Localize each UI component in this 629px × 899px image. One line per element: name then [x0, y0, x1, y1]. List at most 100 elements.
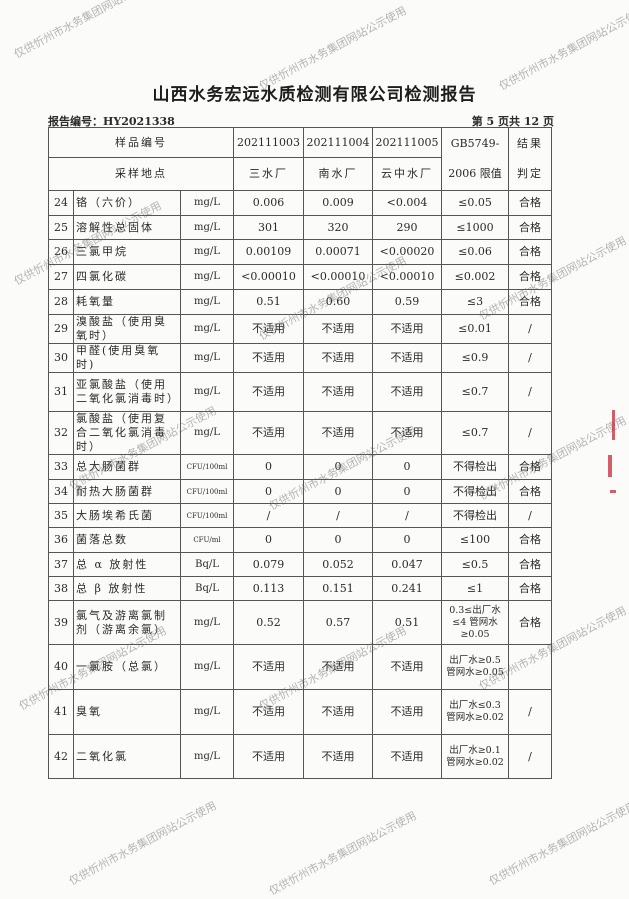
item-number: 25 [48, 215, 74, 240]
site-name: 云中水厂 [372, 157, 442, 191]
result-header-line1: 结果 [517, 137, 543, 150]
item-result: / [508, 734, 552, 779]
item-number: 42 [48, 734, 74, 779]
item-name: 四氯化碳 [73, 264, 181, 290]
item-value: 0 [303, 479, 373, 504]
item-value: 0.00109 [233, 239, 304, 265]
item-limit: ≤0.05 [441, 190, 509, 216]
item-number: 34 [48, 479, 74, 504]
table-row: 25 溶解性总固体 mg/L 301 320 290 ≤1000 合格 [48, 215, 552, 240]
item-name: 耗氧量 [73, 289, 181, 315]
item-value: 不适用 [233, 411, 304, 455]
item-name: 一氯胺（总氯） [73, 644, 181, 690]
item-number: 33 [48, 454, 74, 480]
item-limit: 出厂水≥0.5 管网水≥0.05 [441, 644, 509, 690]
item-limit: 不得检出 [441, 454, 509, 480]
item-value: 0.006 [233, 190, 304, 216]
item-name: 总 β 放射性 [73, 576, 181, 601]
item-value: 0.59 [372, 289, 442, 315]
item-name: 二氧化氯 [73, 734, 181, 779]
item-value: 0 [233, 479, 304, 504]
watermark: 仅供忻州市水务集团网站公示使用 [266, 808, 419, 898]
item-value: 0 [303, 527, 373, 553]
item-result: 合格 [508, 527, 552, 553]
sample-no: 202111003 [233, 127, 304, 158]
limit-header: GB5749- 2006 限值 [441, 127, 509, 191]
item-value: 0.52 [233, 600, 304, 645]
item-number: 39 [48, 600, 74, 645]
watermark: 仅供忻州市水务集团网站公示使用 [11, 0, 164, 61]
table-row: 38 总 β 放射性 Bq/L 0.113 0.151 0.241 ≤1 合格 [48, 576, 552, 601]
item-result: 合格 [508, 552, 552, 577]
item-result: / [508, 411, 552, 455]
item-limit: ≤0.9 [441, 343, 509, 373]
item-value: 0.009 [303, 190, 373, 216]
item-limit: 0.3≤出厂水≤4 管网水≥0.05 [441, 600, 509, 645]
item-unit: mg/L [180, 411, 234, 455]
item-value: 不适用 [303, 689, 373, 735]
page-info: 第 5 页共 12 页 [471, 115, 554, 128]
item-value: 不适用 [372, 644, 442, 690]
table-row: 31 亚氯酸盐（使用二氧化氯消毒时） mg/L 不适用 不适用 不适用 ≤0.7/ [48, 372, 552, 412]
test-results-table: 样品编号 202111003 202111004 202111005 GB574… [48, 127, 552, 779]
item-number: 31 [48, 372, 74, 412]
item-result: 合格 [508, 190, 552, 216]
item-name: 大肠埃希氏菌 [73, 503, 181, 528]
report-title: 山西水务宏远水质检测有限公司检测报告 [152, 85, 477, 105]
item-result: 合格 [508, 264, 552, 290]
item-value: 不适用 [372, 689, 442, 735]
item-name: 总 α 放射性 [73, 552, 181, 577]
item-number: 29 [48, 314, 74, 344]
item-unit: CFU/100ml [180, 454, 234, 480]
item-value: <0.00010 [372, 264, 442, 290]
item-value: 不适用 [233, 343, 304, 373]
item-value: / [303, 503, 373, 528]
table-row: 35 大肠埃希氏菌 CFU/100ml / / / 不得检出 / [48, 503, 552, 528]
item-name: 总大肠菌群 [73, 454, 181, 480]
result-header-line2: 判定 [517, 167, 543, 180]
item-unit: mg/L [180, 264, 234, 290]
item-value: 不适用 [372, 411, 442, 455]
item-result: 合格 [508, 454, 552, 480]
item-value: / [233, 503, 304, 528]
watermark: 仅供忻州市水务集团网站公示使用 [486, 798, 629, 888]
item-value: 0.51 [372, 600, 442, 645]
item-name: 氯酸盐（使用复合二氧化氯消毒时） [73, 411, 181, 455]
item-name: 耐热大肠菌群 [73, 479, 181, 504]
item-number: 28 [48, 289, 74, 315]
item-limit: 出厂水≥0.1 管网水≥0.02 [441, 734, 509, 779]
item-value: <0.00020 [372, 239, 442, 265]
header-row-sample-no: 样品编号 202111003 202111004 202111005 GB574… [48, 127, 552, 191]
item-value: / [372, 503, 442, 528]
item-value: 0.113 [233, 576, 304, 601]
table-row: 30 甲醛(使用臭氧时) mg/L 不适用 不适用 不适用 ≤0.9/ [48, 343, 552, 373]
item-value: 301 [233, 215, 304, 240]
table-row: 39 氯气及游离氯制剂（游离余氯） mg/L 0.52 0.57 0.51 0.3≤出厂水≤… [48, 600, 552, 645]
item-name: 菌落总数 [73, 527, 181, 553]
item-result: 合格 [508, 215, 552, 240]
stamp-fragment [612, 410, 615, 440]
item-number: 38 [48, 576, 74, 601]
item-limit: ≤1 [441, 576, 509, 601]
item-value: 0 [372, 479, 442, 504]
site-name: 南水厂 [303, 157, 373, 191]
item-limit: ≤3 [441, 289, 509, 315]
item-name: 溶解性总固体 [73, 215, 181, 240]
item-number: 36 [48, 527, 74, 553]
item-value: 0.079 [233, 552, 304, 577]
item-limit: 不得检出 [441, 503, 509, 528]
item-value: 不适用 [233, 689, 304, 735]
item-value: 不适用 [303, 343, 373, 373]
item-value: 0.51 [233, 289, 304, 315]
item-unit: mg/L [180, 600, 234, 645]
site-name: 三水厂 [233, 157, 304, 191]
item-number: 32 [48, 411, 74, 455]
item-result: / [508, 372, 552, 412]
item-number: 26 [48, 239, 74, 265]
item-result: / [508, 689, 552, 735]
item-name: 铬（六价） [73, 190, 181, 216]
item-value: 0 [233, 454, 304, 480]
sample-no-label: 样品编号 [48, 127, 234, 158]
item-value: 不适用 [372, 372, 442, 412]
item-limit: 出厂水≤0.3 管网水≥0.02 [441, 689, 509, 735]
